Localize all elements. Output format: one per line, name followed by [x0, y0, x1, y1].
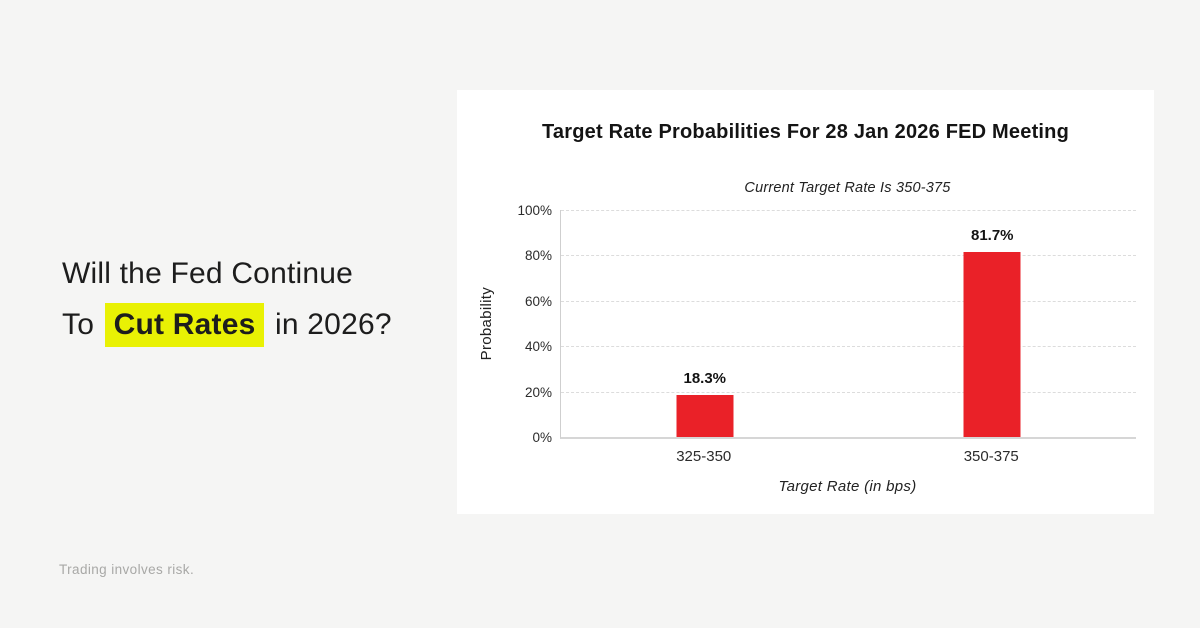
- y-tick-label: 80%: [524, 248, 552, 264]
- gridline: [561, 391, 1136, 393]
- disclaimer-text: Trading involves risk.: [59, 562, 195, 577]
- headline-line-1: Will the Fed Continue: [62, 257, 354, 290]
- plot-area: 18.3% 81.7%: [560, 210, 1136, 439]
- x-tick-label: 325-350: [676, 448, 732, 465]
- y-tick-label: 60%: [524, 293, 552, 309]
- headline-line2-prefix: To: [62, 308, 95, 341]
- chart-title: Target Rate Probabilities For 28 Jan 202…: [541, 121, 1070, 143]
- bar-325-350: [676, 395, 734, 437]
- y-tick-label: 0%: [532, 430, 552, 445]
- gridline: [561, 210, 1136, 211]
- bar-value-label: 81.7%: [970, 226, 1014, 244]
- gridline: [561, 300, 1136, 302]
- headline: Will the Fed Continue To Cut Rates in 20…: [62, 248, 392, 350]
- chart-subtitle: Current Target Rate Is 350-375: [744, 180, 951, 196]
- bar-350-375: [963, 251, 1021, 437]
- y-tick-label: 100%: [517, 203, 552, 218]
- x-tick-label: 350-375: [963, 448, 1019, 465]
- headline-highlight: Cut Rates: [104, 303, 265, 347]
- x-axis-title: Target Rate (in bps): [778, 478, 917, 495]
- gridline: [561, 255, 1136, 257]
- headline-line-2: To Cut Rates in 2026?: [62, 299, 392, 350]
- x-axis-ticks: 325-350 350-375: [560, 448, 1135, 468]
- bar-value-label: 18.3%: [683, 370, 727, 388]
- y-tick-label: 20%: [524, 384, 552, 400]
- y-axis-ticks: 0% 20% 40% 60% 80% 100%: [457, 203, 552, 445]
- gridline: [561, 346, 1136, 348]
- chart-card: Target Rate Probabilities For 28 Jan 202…: [457, 90, 1154, 514]
- headline-line2-suffix: in 2026?: [275, 308, 392, 341]
- y-tick-label: 40%: [524, 339, 552, 355]
